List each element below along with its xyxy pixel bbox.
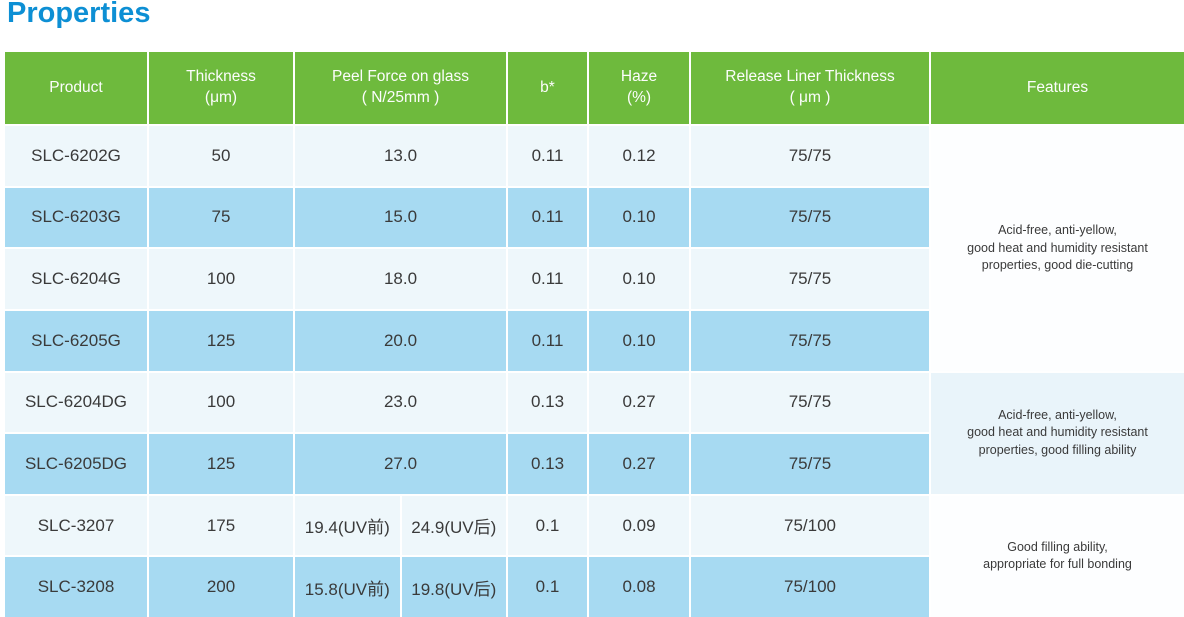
thickness-cell: 125 xyxy=(149,434,293,494)
thickness-cell: 75 xyxy=(149,187,293,248)
b-star-cell: 0.11 xyxy=(508,310,587,371)
features-cell-group-3: Good filling ability, appropriate for fu… xyxy=(931,495,1184,617)
peel-force-cell: 20.0 xyxy=(295,310,506,371)
haze-cell: 0.27 xyxy=(589,372,689,433)
peel-force-split-cell: 15.8(UV前) 19.8(UV后) xyxy=(295,557,506,617)
b-star-cell: 0.13 xyxy=(508,434,587,494)
release-liner-cell: 75/100 xyxy=(691,495,929,556)
features-cell-group-1: Acid-free, anti-yellow, good heat and hu… xyxy=(931,126,1184,371)
release-liner-cell: 75/75 xyxy=(691,126,929,186)
release-liner-cell: 75/100 xyxy=(691,557,929,617)
release-liner-cell: 75/75 xyxy=(691,310,929,371)
col-header-haze: Haze (%) xyxy=(589,52,689,124)
peel-force-post-uv-cell: 24.9(UV后) xyxy=(401,495,506,556)
thickness-cell: 125 xyxy=(149,310,293,371)
peel-force-cell: 27.0 xyxy=(295,434,506,494)
release-liner-cell: 75/75 xyxy=(691,372,929,433)
properties-table: Product Thickness (μm) Peel Force on gla… xyxy=(5,52,1184,617)
product-cell: SLC-6204DG xyxy=(5,372,147,433)
peel-force-post-uv-cell: 19.8(UV后) xyxy=(401,557,506,617)
page-title: Properties xyxy=(7,0,151,29)
b-star-cell: 0.11 xyxy=(508,126,587,186)
haze-cell: 0.12 xyxy=(589,126,689,186)
haze-cell: 0.08 xyxy=(589,557,689,617)
peel-force-cell: 23.0 xyxy=(295,372,506,433)
haze-cell: 0.09 xyxy=(589,495,689,556)
col-header-thickness: Thickness (μm) xyxy=(149,52,293,124)
col-header-features: Features xyxy=(931,52,1184,124)
col-header-product: Product xyxy=(5,52,147,124)
product-cell: SLC-6202G xyxy=(5,126,147,186)
product-cell: SLC-6205G xyxy=(5,310,147,371)
product-cell: SLC-3208 xyxy=(5,557,147,617)
release-liner-cell: 75/75 xyxy=(691,187,929,248)
b-star-cell: 0.11 xyxy=(508,249,587,309)
thickness-cell: 50 xyxy=(149,126,293,186)
product-cell: SLC-6205DG xyxy=(5,434,147,494)
peel-force-cell: 15.0 xyxy=(295,187,506,248)
col-header-peel-force: Peel Force on glass ( N/25mm ) xyxy=(295,52,506,124)
peel-force-cell: 13.0 xyxy=(295,126,506,186)
thickness-cell: 100 xyxy=(149,249,293,309)
product-cell: SLC-6204G xyxy=(5,249,147,309)
b-star-cell: 0.1 xyxy=(508,557,587,617)
peel-force-pre-uv-cell: 15.8(UV前) xyxy=(295,557,400,617)
peel-force-pre-uv-cell: 19.4(UV前) xyxy=(295,495,400,556)
peel-force-split-cell: 19.4(UV前) 24.9(UV后) xyxy=(295,495,506,556)
col-header-release-liner: Release Liner Thickness ( μm ) xyxy=(691,52,929,124)
b-star-cell: 0.11 xyxy=(508,187,587,248)
release-liner-cell: 75/75 xyxy=(691,249,929,309)
haze-cell: 0.10 xyxy=(589,310,689,371)
thickness-cell: 175 xyxy=(149,495,293,556)
haze-cell: 0.10 xyxy=(589,249,689,309)
b-star-cell: 0.1 xyxy=(508,495,587,556)
thickness-cell: 200 xyxy=(149,557,293,617)
thickness-cell: 100 xyxy=(149,372,293,433)
release-liner-cell: 75/75 xyxy=(691,434,929,494)
haze-cell: 0.27 xyxy=(589,434,689,494)
product-cell: SLC-6203G xyxy=(5,187,147,248)
peel-force-cell: 18.0 xyxy=(295,249,506,309)
col-header-b-star: b* xyxy=(508,52,587,124)
product-cell: SLC-3207 xyxy=(5,495,147,556)
features-cell-group-2: Acid-free, anti-yellow, good heat and hu… xyxy=(931,372,1184,494)
haze-cell: 0.10 xyxy=(589,187,689,248)
b-star-cell: 0.13 xyxy=(508,372,587,433)
